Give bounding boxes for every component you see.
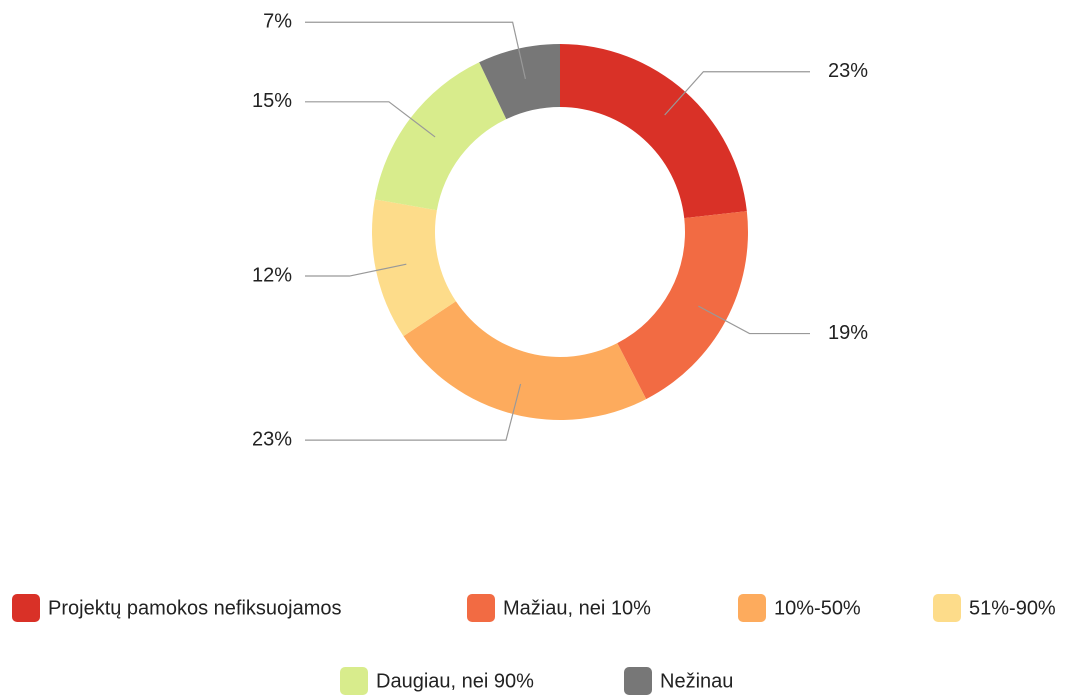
- donut-slice: [374, 62, 507, 211]
- legend-label: Nežinau: [660, 670, 733, 692]
- leader-line: [305, 263, 407, 277]
- legend-swatch: [738, 594, 766, 622]
- legend-swatch: [340, 667, 368, 695]
- donut-slice: [479, 44, 560, 120]
- donut-slice: [403, 301, 647, 420]
- donut-slice: [617, 211, 748, 400]
- donut-slice: [371, 199, 456, 337]
- legend-label: Daugiau, nei 90%: [376, 670, 534, 692]
- legend-label: 51%-90%: [969, 597, 1056, 619]
- legend-label: Projektų pamokos nefiksuojamos: [48, 597, 341, 619]
- donut-slice: [560, 44, 747, 219]
- data-label: 23%: [828, 60, 868, 82]
- legend-swatch: [467, 594, 495, 622]
- leader-line: [305, 21, 526, 79]
- leader-line: [305, 383, 522, 441]
- data-label: 23%: [252, 428, 292, 450]
- leader-line: [664, 71, 810, 116]
- data-label: 7%: [263, 11, 292, 33]
- leader-line: [305, 101, 436, 138]
- leader-line: [698, 305, 810, 335]
- legend-swatch: [933, 594, 961, 622]
- data-label: 12%: [252, 264, 292, 286]
- legend-swatch: [12, 594, 40, 622]
- legend-label: 10%-50%: [774, 597, 861, 619]
- legend-label: Mažiau, nei 10%: [503, 597, 651, 619]
- data-label: 15%: [252, 90, 292, 112]
- data-label: 19%: [828, 322, 868, 344]
- legend-swatch: [624, 667, 652, 695]
